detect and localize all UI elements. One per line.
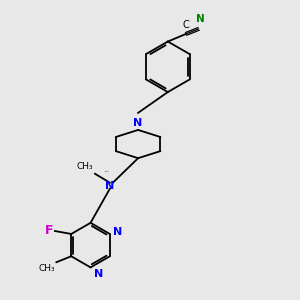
Text: F: F: [45, 224, 53, 238]
Text: N: N: [134, 118, 143, 128]
Text: N: N: [113, 227, 123, 238]
Text: N: N: [105, 181, 115, 191]
Text: N: N: [94, 269, 103, 279]
Text: methyl: methyl: [104, 171, 109, 172]
Text: CH₃: CH₃: [77, 162, 94, 171]
Text: N: N: [196, 14, 205, 24]
Text: CH₃: CH₃: [38, 264, 55, 273]
Text: C: C: [182, 20, 189, 30]
